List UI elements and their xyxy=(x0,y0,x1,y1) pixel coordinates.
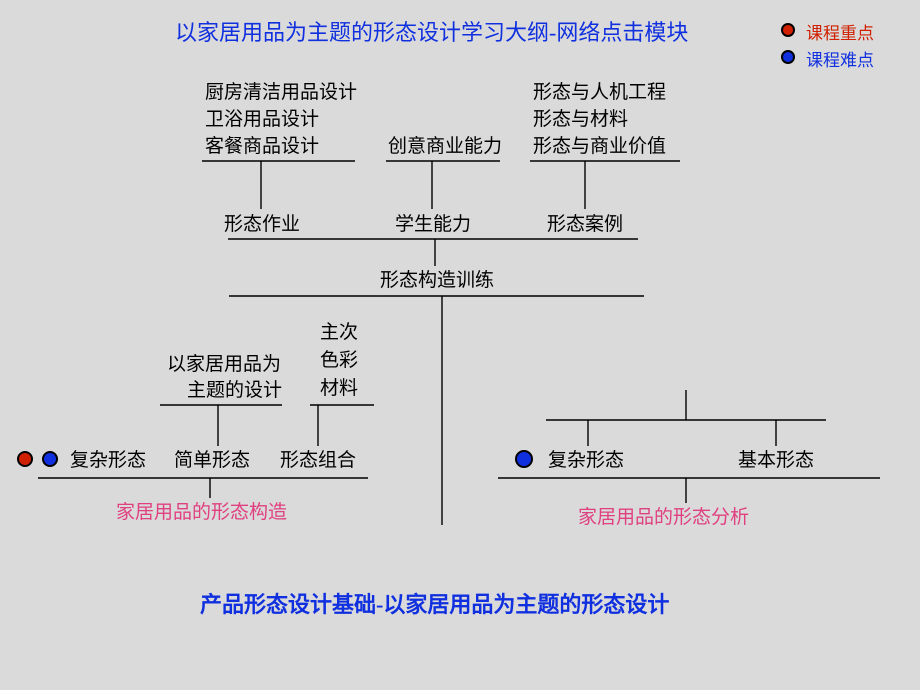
theme-line1: 以家居用品为 xyxy=(167,352,281,379)
node-student-ability: 学生能力 xyxy=(395,212,471,239)
legend-focus-dot xyxy=(781,23,795,37)
node-form-training: 形态构造训练 xyxy=(380,268,494,295)
topic-bath: 卫浴用品设计 xyxy=(205,107,319,134)
marker-difficulty-dot xyxy=(42,451,58,467)
attr-material: 材料 xyxy=(320,376,358,403)
connector-lines xyxy=(0,0,920,690)
leaf-simple: 简单形态 xyxy=(174,448,250,475)
topic-ergonomics: 形态与人机工程 xyxy=(533,80,666,107)
topic-creative-business: 创意商业能力 xyxy=(388,134,502,161)
node-case: 形态案例 xyxy=(547,212,623,239)
marker-focus-dot xyxy=(17,451,33,467)
bottom-title: 产品形态设计基础-以家居用品为主题的形态设计 xyxy=(200,590,669,621)
node-form-work: 形态作业 xyxy=(224,212,300,239)
theme-line2: 主题的设计 xyxy=(187,378,282,405)
topic-value: 形态与商业价值 xyxy=(533,134,666,161)
marker-right-difficulty-dot xyxy=(515,450,533,468)
topic-dining: 客餐商品设计 xyxy=(205,134,319,161)
legend-focus-label: 课程重点 xyxy=(806,22,874,46)
legend-difficulty-dot xyxy=(781,50,795,64)
leaf-basic: 基本形态 xyxy=(738,448,814,475)
topic-material: 形态与材料 xyxy=(533,107,628,134)
diagram-stage: 以家居用品为主题的形态设计学习大纲-网络点击模块 课程重点 课程难点 厨房清洁用… xyxy=(0,0,920,690)
section-form-construction: 家居用品的形态构造 xyxy=(116,500,287,527)
section-form-analysis: 家居用品的形态分析 xyxy=(578,505,749,532)
leaf-combination: 形态组合 xyxy=(280,448,356,475)
leaf-complex-left: 复杂形态 xyxy=(70,448,146,475)
topic-kitchen: 厨房清洁用品设计 xyxy=(205,80,357,107)
leaf-complex-right: 复杂形态 xyxy=(548,448,624,475)
diagram-title: 以家居用品为主题的形态设计学习大纲-网络点击模块 xyxy=(175,18,688,49)
attr-color: 色彩 xyxy=(320,348,358,375)
attr-primary: 主次 xyxy=(320,320,358,347)
legend-difficulty-label: 课程难点 xyxy=(806,49,874,73)
